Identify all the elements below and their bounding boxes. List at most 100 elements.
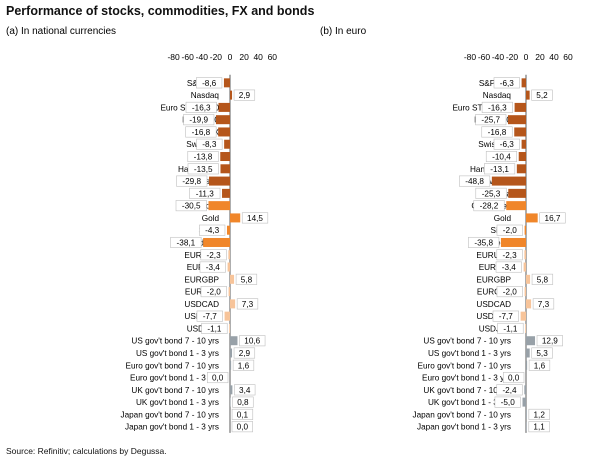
value-label-box [233,89,256,101]
value-label-box [536,335,563,347]
bar [218,102,230,112]
x-tick-label: -60 [478,52,491,62]
bar [526,409,527,419]
value-label-box [241,212,269,224]
category-label: EURGBP [184,275,219,284]
value-label-box [185,126,217,138]
bar [222,188,230,198]
value-label: -11,3 [196,189,214,198]
value-label: -2,4 [502,386,517,395]
value-label-box [481,126,513,138]
x-tick-label: -40 [492,52,505,62]
bar [520,311,526,321]
x-tick-label: 0 [524,52,529,62]
bar [491,176,526,186]
bar [526,336,536,346]
bar [526,274,531,284]
value-label: 0,1 [237,410,249,419]
value-label: 5,3 [536,349,548,358]
value-label-box [495,261,522,273]
value-label-box [531,347,553,359]
value-label-box [207,372,229,384]
value-label-box [234,384,256,396]
category-label: UK gov't bond 1 - 3 yrs [428,398,511,407]
bar [506,201,526,211]
value-label: -2,0 [503,288,518,297]
bar [521,78,526,88]
value-label-box [531,273,554,285]
value-label-box [473,200,505,212]
value-label-box [170,236,202,248]
category-label: UK gov't bond 1 - 3 yrs [136,398,219,407]
bar [516,164,526,174]
value-label: -13,1 [490,165,509,174]
x-tick-label: -40 [196,52,209,62]
value-label-box [496,286,523,298]
bar [230,90,233,100]
category-label: Nasdaq [191,91,220,100]
value-label: -48,8 [465,177,484,186]
value-label-box [496,384,523,396]
value-label: 2,9 [239,91,251,100]
bar [522,397,526,407]
category-label: USDJPY [479,324,512,333]
value-label: 7,3 [242,300,254,309]
category-label: Nasdaq [483,91,512,100]
value-label: -35,8 [474,238,493,247]
bar [224,139,230,149]
value-label-box [176,175,208,187]
value-label-box [232,359,255,371]
value-label-box [187,163,219,175]
value-label: 0,0 [237,423,249,432]
value-label: -30,5 [182,202,201,211]
value-label-box [200,286,227,298]
value-label-box [231,408,254,420]
bar [230,348,233,358]
value-label: -2,3 [503,251,518,260]
value-label: -16,8 [488,128,507,137]
value-label: -1,1 [503,324,518,333]
value-label: -4,3 [205,226,220,235]
bar [514,102,526,112]
bar [521,139,526,149]
bar [518,152,526,162]
bar [223,78,230,88]
x-tick-label: 40 [253,52,263,62]
value-label-box [459,175,491,187]
category-label: UK gov't bond 7 - 10 yrs [131,386,219,395]
value-label-box [502,372,525,384]
value-label: -16,3 [192,103,211,112]
value-label-box [189,187,221,199]
value-label: -7,7 [499,312,514,321]
value-label: -16,8 [192,128,211,137]
bar [524,385,526,395]
value-label: -38,1 [177,238,196,247]
value-label: 3,4 [239,386,251,395]
x-tick-label: -20 [210,52,223,62]
bar [524,250,526,260]
value-label-box [496,224,523,236]
value-label: 12,9 [542,337,558,346]
bar [230,213,241,223]
value-label: -10,4 [492,153,511,162]
bar [230,299,236,309]
value-label: -1,1 [207,324,222,333]
bar [230,397,231,407]
category-label: US gov't bond 7 - 10 yrs [423,337,511,346]
bar [227,262,230,272]
value-label: -3,4 [502,263,517,272]
x-tick-label: 20 [239,52,249,62]
value-label: 2,9 [239,349,251,358]
value-label: 1,1 [533,423,545,432]
value-label-box [497,322,524,334]
value-label-box [235,273,258,285]
value-label: 14,5 [247,214,263,223]
bar [523,262,526,272]
value-label-box [239,335,266,347]
bar [514,127,526,137]
category-label: US gov't bond 7 - 10 yrs [131,337,219,346]
bar [524,225,526,235]
value-label: -8,6 [202,79,217,88]
value-label-box [236,298,259,310]
